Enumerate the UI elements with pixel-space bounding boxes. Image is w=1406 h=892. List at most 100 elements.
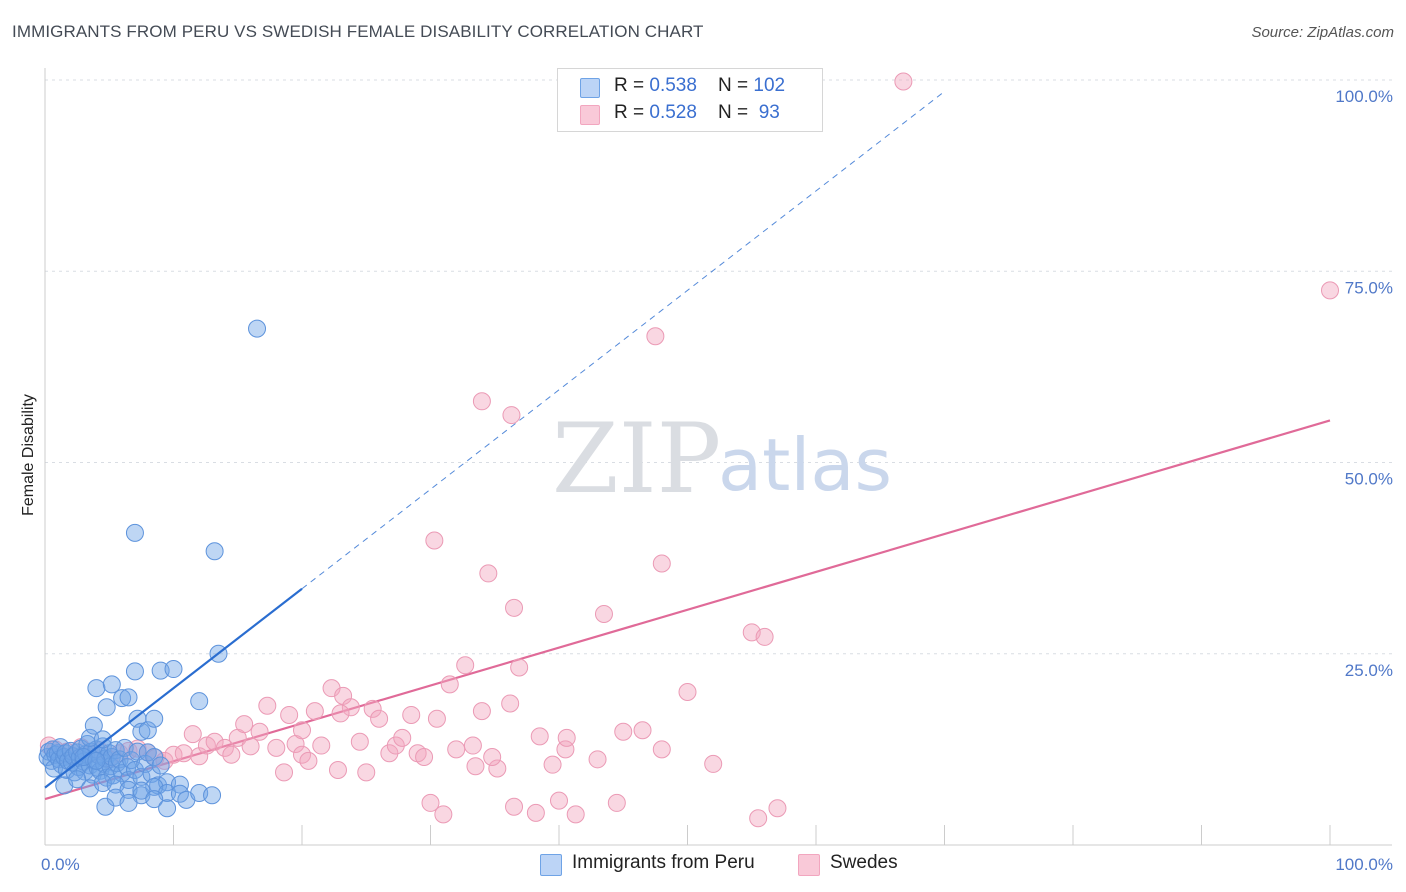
point-swedes	[566, 805, 585, 824]
point-swedes	[421, 793, 440, 812]
point-peru	[119, 793, 138, 812]
point-peru	[125, 761, 144, 780]
point-swedes	[557, 728, 576, 747]
legend-n-label: N =	[718, 102, 754, 123]
y-tick-label: 50.0%	[1345, 470, 1393, 489]
point-swedes	[678, 683, 697, 701]
point-peru	[205, 542, 224, 561]
trend-line-swedes	[44, 419, 1331, 801]
point-peru	[136, 754, 155, 773]
point-swedes	[275, 763, 294, 782]
point-swedes	[235, 715, 254, 734]
point-swedes	[704, 754, 723, 773]
point-peru	[119, 688, 138, 707]
point-peru	[203, 786, 222, 805]
point-swedes	[434, 805, 453, 824]
point-swedes	[749, 809, 768, 828]
point-swedes	[652, 554, 671, 573]
point-swedes	[530, 727, 549, 746]
legend-r-label: R =	[614, 75, 650, 96]
point-swedes	[415, 748, 434, 767]
point-peru	[138, 721, 157, 740]
trend-line-peru-extension	[301, 91, 945, 590]
point-swedes	[250, 722, 269, 741]
point-swedes	[556, 740, 575, 759]
point-swedes	[1321, 281, 1339, 300]
point-swedes	[550, 791, 568, 810]
points-peru	[38, 319, 303, 818]
point-swedes	[755, 627, 774, 646]
point-swedes	[505, 598, 524, 617]
point-peru	[125, 523, 144, 542]
legend-r-value: 0.538	[649, 75, 697, 96]
chart-source: Source: ZipAtlas.com	[1251, 24, 1394, 41]
point-swedes	[768, 799, 787, 818]
y-tick-label: 25.0%	[1345, 661, 1393, 680]
point-peru	[93, 774, 112, 793]
grid-lines	[45, 79, 1392, 655]
legend-text-peru: R = 0.538 N = 102	[614, 75, 785, 97]
point-swedes	[501, 694, 520, 713]
legend-n-label: N =	[718, 75, 754, 96]
point-swedes	[488, 759, 507, 778]
point-swedes	[456, 656, 475, 675]
point-swedes	[190, 747, 209, 766]
point-swedes	[205, 732, 224, 751]
legend-r-label: R =	[614, 102, 650, 123]
point-swedes	[328, 761, 347, 780]
point-peru	[125, 662, 144, 681]
point-peru	[151, 756, 170, 775]
watermark: ZIP atlas	[552, 403, 892, 515]
point-swedes	[472, 702, 491, 721]
watermark-atlas: atlas	[718, 423, 892, 507]
point-swedes	[299, 751, 318, 770]
bottom-legend-label-peru: Immigrants from Peru	[572, 852, 755, 873]
point-swedes	[633, 721, 652, 740]
point-swedes	[526, 803, 545, 822]
point-peru	[51, 738, 70, 757]
point-swedes	[357, 763, 376, 782]
point-swedes	[483, 748, 502, 767]
point-swedes	[331, 704, 350, 723]
point-peru	[190, 692, 209, 711]
point-swedes	[267, 738, 286, 757]
point-swedes	[350, 732, 369, 751]
point-swedes	[607, 793, 626, 812]
point-swedes	[502, 406, 521, 425]
point-swedes	[447, 740, 466, 759]
point-swedes	[427, 709, 446, 728]
point-swedes	[241, 737, 260, 756]
legend-row-peru: R = 0.538 N = 102	[580, 75, 785, 99]
point-swedes	[479, 564, 498, 583]
point-swedes	[505, 797, 524, 816]
point-swedes	[386, 736, 405, 755]
point-peru	[132, 781, 151, 800]
point-swedes	[380, 744, 399, 763]
legend-text-swedes: R = 0.528 N = 93	[614, 102, 780, 124]
point-swedes	[363, 699, 382, 718]
point-peru	[145, 790, 164, 809]
x-tick-label: 0.0%	[41, 855, 80, 874]
point-swedes	[215, 738, 234, 757]
point-swedes	[510, 658, 529, 677]
trend-lines	[44, 91, 1331, 801]
point-peru	[170, 775, 189, 794]
point-peru	[151, 661, 170, 680]
bottom-legend-label-swedes: Swedes	[830, 852, 898, 873]
point-swedes	[183, 725, 202, 744]
point-swedes	[588, 750, 607, 769]
point-peru	[248, 319, 267, 338]
point-swedes	[472, 392, 491, 411]
point-swedes	[646, 327, 665, 346]
point-swedes	[174, 744, 193, 763]
bottom-legend-swatch-swedes	[798, 854, 820, 876]
point-swedes	[312, 736, 331, 755]
point-swedes	[293, 721, 311, 740]
point-swedes	[463, 736, 482, 755]
stats-legend: R = 0.538 N = 102 R = 0.528 N = 93	[557, 68, 823, 132]
point-swedes	[258, 696, 277, 715]
point-swedes	[594, 604, 613, 623]
legend-r-value: 0.528	[649, 102, 697, 123]
point-swedes	[543, 755, 562, 774]
